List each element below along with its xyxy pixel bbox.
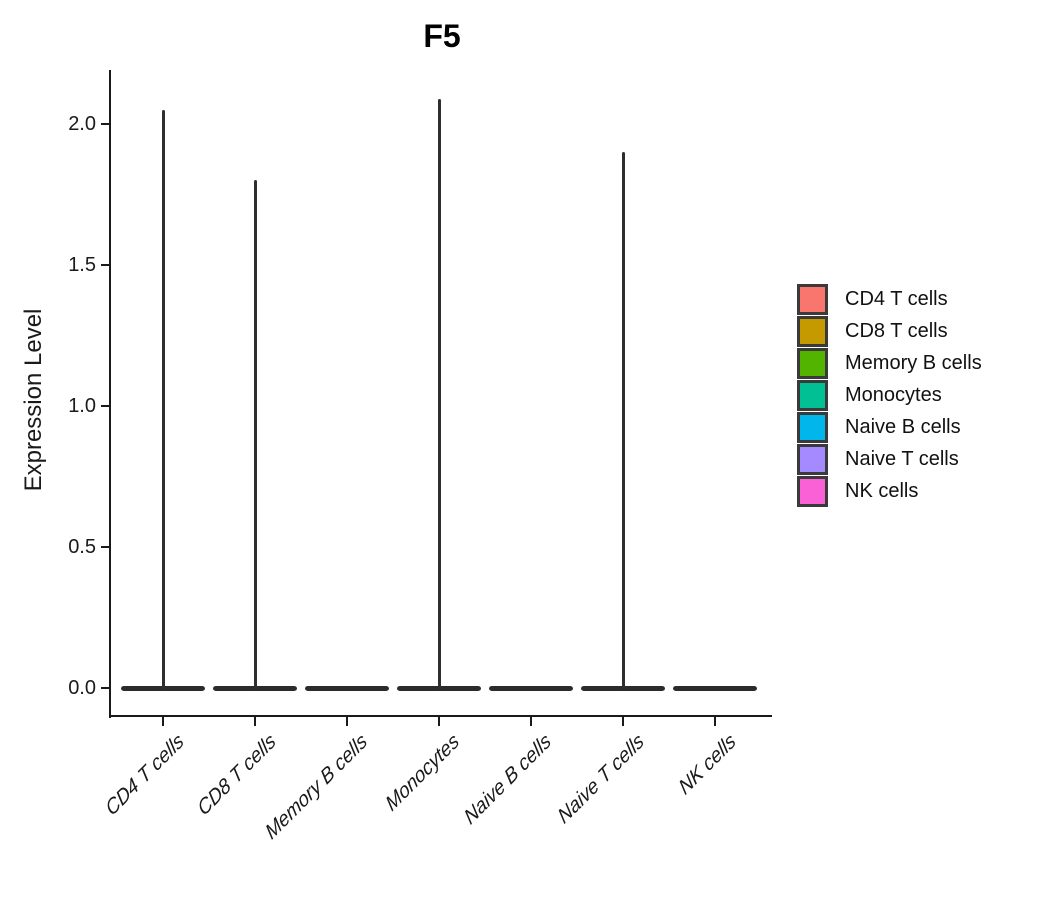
x-tick-label: CD4 T cells (101, 729, 188, 821)
x-tick-label: Naive B cells (461, 729, 556, 830)
x-tick-mark (622, 717, 624, 726)
y-tick-label: 0.0 (68, 677, 96, 699)
x-tick-mark (714, 717, 716, 726)
chart-title: F5 (423, 18, 461, 54)
x-tick-label: NK cells (675, 729, 740, 800)
legend-item: CD8 T cells (797, 315, 982, 347)
legend-item: Monocytes (797, 379, 982, 411)
y-tick-mark (101, 405, 110, 407)
y-tick-label: 0.5 (68, 536, 96, 558)
x-tick-label: Monocytes (382, 729, 464, 817)
legend: CD4 T cells CD8 T cells Memory B cells Mono… (797, 283, 982, 507)
violin-spike (253, 180, 257, 690)
x-axis-line (109, 715, 772, 717)
x-tick-mark (530, 717, 532, 726)
x-tick-mark (438, 717, 440, 726)
legend-label: Naive B cells (845, 416, 961, 438)
legend-item: Naive B cells (797, 411, 982, 443)
legend-swatch (797, 475, 828, 507)
legend-swatch (797, 347, 828, 379)
legend-item: NK cells (797, 475, 982, 507)
legend-label: NK cells (845, 480, 919, 502)
x-tick-label: CD8 T cells (193, 729, 280, 821)
legend-swatch (797, 315, 828, 347)
x-tick-label: Naive T cells (554, 729, 648, 829)
violin-spike (161, 109, 165, 690)
legend-swatch (797, 411, 828, 443)
violin-body (673, 685, 757, 691)
legend-label: Naive T cells (845, 448, 959, 470)
x-tick-mark (162, 717, 164, 726)
y-tick-label: 1.5 (68, 254, 96, 276)
legend-swatch (797, 283, 828, 315)
y-tick-label: 2.0 (68, 113, 96, 135)
legend-swatch (797, 443, 828, 475)
legend-label: Memory B cells (845, 352, 982, 374)
legend-item: Memory B cells (797, 347, 982, 379)
y-tick-mark (101, 546, 110, 548)
legend-label: Monocytes (845, 384, 942, 406)
legend-label: CD8 T cells (845, 320, 948, 342)
legend-item: CD4 T cells (797, 283, 982, 315)
x-tick-mark (346, 717, 348, 726)
y-tick-mark (101, 123, 110, 125)
y-tick-mark (101, 687, 110, 689)
x-tick-mark (254, 717, 256, 726)
violin-spike (437, 98, 441, 690)
violin-body (305, 685, 389, 691)
legend-swatch (797, 379, 828, 411)
y-axis-line (109, 70, 111, 718)
legend-item: Naive T cells (797, 443, 982, 475)
violin-spike (621, 152, 625, 690)
y-tick-label: 1.0 (68, 395, 96, 417)
y-tick-mark (101, 264, 110, 266)
legend-label: CD4 T cells (845, 288, 948, 310)
violin-body (489, 685, 573, 691)
